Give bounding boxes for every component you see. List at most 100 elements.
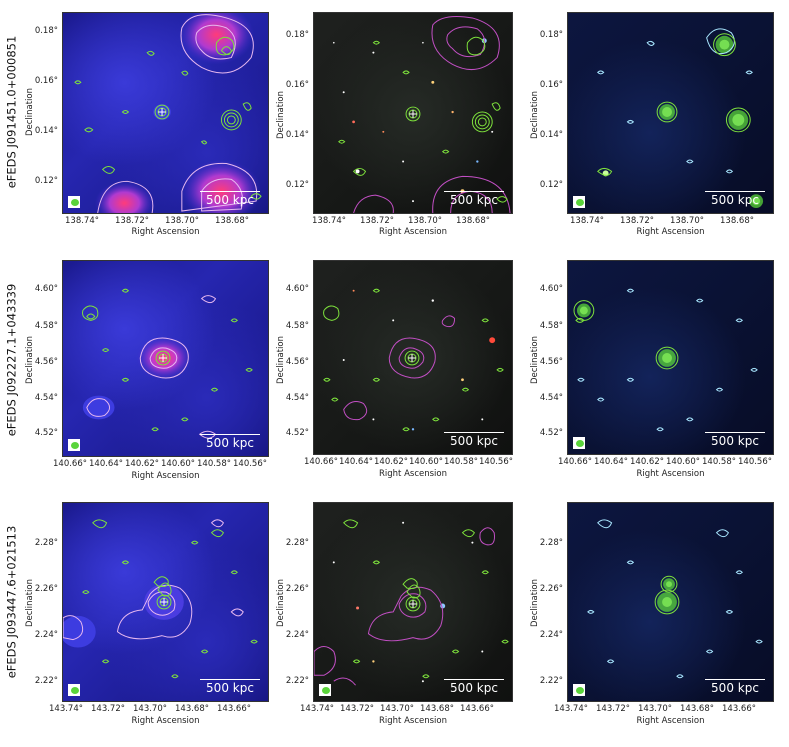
x-axis-label: Right Ascension: [379, 469, 447, 479]
xtick: 140.64°: [339, 457, 373, 467]
optical-image: 500 kpc: [313, 12, 513, 214]
ytick: 4.54°: [539, 393, 563, 403]
ytick: 4.60°: [539, 284, 563, 294]
xtick: 138.74°: [312, 216, 346, 226]
scale-bar: 500 kpc: [200, 190, 260, 207]
xtick: 140.66°: [558, 457, 592, 467]
ytick: 4.54°: [34, 393, 58, 403]
row-label-1: eFEDS J091451.0+000851: [0, 12, 22, 212]
xtick: 138.70°: [408, 216, 442, 226]
xtick: 138.68°: [720, 216, 754, 226]
panel-row2-optical: 500 kpc 4.60° 4.58° 4.56° 4.54° 4.52° 14…: [276, 260, 513, 479]
ytick: 4.58°: [539, 321, 563, 331]
xtick: 140.64°: [594, 457, 628, 467]
ytick: 0.12°: [285, 180, 309, 190]
ytick: 2.28°: [34, 538, 58, 548]
ytick: 0.18°: [285, 30, 309, 40]
beam-icon: [573, 196, 585, 208]
beam-icon: [68, 439, 80, 451]
contour-overlay: [74, 13, 262, 213]
panel-row1-xray: 500 kpc 0.18° 0.16° 0.14° 0.12° 138.74° …: [25, 12, 269, 237]
xtick: 138.74°: [65, 216, 99, 226]
x-axis-label: Right Ascension: [379, 227, 447, 237]
ytick: 0.14°: [34, 126, 58, 136]
xtick: 143.72°: [596, 704, 630, 714]
scale-bar: 500 kpc: [705, 431, 765, 448]
ytick: 4.60°: [285, 284, 309, 294]
scale-bar: 500 kpc: [444, 190, 504, 207]
beam-icon: [573, 684, 585, 696]
xtick: 140.58°: [702, 457, 736, 467]
scale-label: 500 kpc: [206, 681, 254, 695]
y-axis-label: Declination: [25, 578, 35, 628]
xtick: 138.72°: [360, 216, 394, 226]
ytick: 4.60°: [34, 284, 58, 294]
radio-image: 500 kpc: [567, 260, 774, 455]
scale-bar: 500 kpc: [200, 678, 260, 695]
xtick: 143.66°: [722, 704, 756, 714]
x-axis-label: Right Ascension: [131, 716, 200, 726]
row-label-3: eFEDS J093447.6+021513: [0, 502, 22, 702]
xtick: 143.74°: [300, 704, 334, 714]
y-axis-label: Declination: [530, 335, 540, 385]
y-axis-label: Declination: [25, 335, 35, 385]
panel-row2-xray: 500 kpc 4.60° 4.58° 4.56° 4.54° 4.52° 14…: [25, 260, 269, 481]
y-axis-label: Declination: [530, 578, 540, 628]
xtick: 140.58°: [197, 459, 231, 469]
xtick: 140.56°: [479, 457, 513, 467]
ytick: 2.22°: [539, 676, 563, 686]
xtick: 140.64°: [89, 459, 123, 469]
ytick: 0.18°: [539, 30, 563, 40]
panel-row3-xray: 500 kpc 2.28° 2.26° 2.24° 2.22° 143.74° …: [25, 502, 269, 726]
x-axis-label: Right Ascension: [636, 716, 705, 726]
ytick: 0.16°: [34, 76, 58, 86]
scale-bar: 500 kpc: [705, 190, 765, 207]
xtick: 138.72°: [620, 216, 654, 226]
ytick: 4.56°: [539, 357, 563, 367]
ytick: 4.58°: [285, 321, 309, 331]
xtick: 140.56°: [233, 459, 267, 469]
scale-label: 500 kpc: [206, 436, 254, 450]
contour-overlay: [333, 16, 511, 213]
ytick: 4.54°: [285, 393, 309, 403]
xtick: 143.70°: [638, 704, 672, 714]
optical-image: 500 kpc: [313, 260, 513, 455]
ytick: 0.16°: [285, 80, 309, 90]
ytick: 2.28°: [539, 538, 563, 548]
x-axis-label: Right Ascension: [636, 227, 705, 237]
panel-row3-radio: 500 kpc 2.28° 2.26° 2.24° 2.22° 143.74° …: [530, 502, 774, 726]
panel-row3-optical: 500 kpc 2.28° 2.26° 2.24° 2.22° 143.74° …: [276, 502, 513, 726]
y-axis-label: Declination: [276, 335, 286, 385]
ytick: 0.18°: [34, 26, 58, 36]
ytick: 2.28°: [285, 538, 309, 548]
xtick: 143.74°: [554, 704, 588, 714]
ytick: 2.24°: [34, 630, 58, 640]
x-axis-label: Right Ascension: [379, 716, 447, 726]
xtick: 138.70°: [165, 216, 199, 226]
ytick: 4.52°: [539, 428, 563, 438]
y-axis-label: Declination: [276, 90, 286, 140]
ytick: 4.56°: [34, 357, 58, 367]
ytick: 4.52°: [285, 428, 309, 438]
contour-overlay: [82, 288, 253, 439]
xtick: 140.56°: [738, 457, 772, 467]
x-axis-label: Right Ascension: [131, 227, 200, 237]
xtick: 140.66°: [304, 457, 338, 467]
xtick: 140.58°: [444, 457, 478, 467]
scale-label: 500 kpc: [711, 681, 759, 695]
ytick: 4.58°: [34, 321, 58, 331]
scale-bar: 500 kpc: [705, 678, 765, 695]
contour-overlay: [573, 288, 758, 432]
xtick: 140.60°: [666, 457, 700, 467]
xtick: 138.72°: [115, 216, 149, 226]
xtick: 143.66°: [217, 704, 251, 714]
scale-bar: 500 kpc: [444, 431, 504, 448]
scale-label: 500 kpc: [450, 193, 498, 207]
contour-overlay: [63, 519, 258, 679]
source-name-2: eFEDS J092227.1+043339: [4, 283, 19, 437]
xtick: 138.68°: [456, 216, 490, 226]
ytick: 2.24°: [285, 630, 309, 640]
source-name-1: eFEDS J091451.0+000851: [4, 35, 19, 189]
beam-icon: [573, 437, 585, 449]
ytick: 4.52°: [34, 428, 58, 438]
